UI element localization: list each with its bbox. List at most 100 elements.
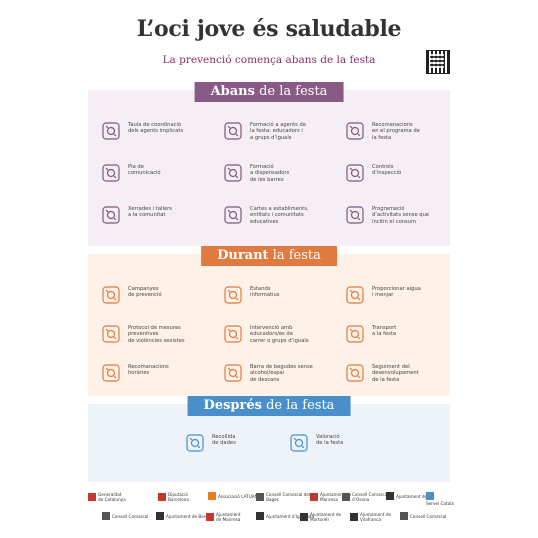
logo-mark-icon	[88, 493, 96, 501]
item-durant: Intervenció amb educadors/es de carrer o…	[222, 323, 340, 353]
info-stand-icon	[222, 284, 244, 306]
logo-mark-icon	[310, 493, 318, 501]
partner-logo: Ajuntament de Martorell	[300, 512, 360, 522]
item-label: Proporcionar aigua i menjar	[372, 286, 421, 299]
item-label: Taula de coordinació dels agents implica…	[128, 122, 184, 135]
logo-mark-icon	[386, 492, 394, 500]
clock-icon	[100, 362, 122, 384]
bus-icon	[344, 323, 366, 345]
item-durant: Recomanacions horàries	[100, 362, 218, 392]
page-subtitle: La prevenció comença abans de la festa	[162, 54, 376, 66]
logo-text: Consell Comarcal	[410, 513, 447, 519]
logo-mark-icon	[350, 513, 358, 521]
logo-mark-icon	[256, 512, 264, 520]
logo-text: Consell Comarcal del Bages	[266, 492, 311, 502]
item-label: Protocol de mesures preventives de violè…	[128, 325, 185, 344]
item-abans: Recomanacions en el programa de la festa	[344, 120, 462, 150]
hand-stop-icon	[100, 323, 122, 345]
item-despres: Valoració de la festa	[288, 432, 406, 462]
logo-text: Generalitat de Catalunya	[98, 492, 126, 502]
chat-bubbles-icon	[288, 432, 310, 454]
megaphone-icon	[100, 284, 122, 306]
logo-mark-icon	[156, 512, 164, 520]
network-icon	[100, 204, 122, 226]
item-label: Valoració de la festa	[316, 434, 344, 447]
logo-mark-icon	[256, 493, 264, 501]
item-label: Recomanacions horàries	[128, 364, 169, 377]
item-label: Recollida de dades	[212, 434, 236, 447]
item-label: Formació a dispensadors de les barres	[250, 164, 290, 183]
envelope-icon	[222, 204, 244, 226]
logos-footer: Generalitat de Catalunya Diputació Barcel…	[80, 488, 458, 530]
binoculars-icon	[344, 362, 366, 384]
item-label: Recomanacions en el programa de la festa	[372, 122, 420, 141]
item-abans: Pla de comunicació	[100, 162, 218, 192]
partner-logo: Consell Comarcal	[102, 512, 148, 520]
clipboard-check-icon	[184, 432, 206, 454]
item-abans: Cartes a establiments, entitats i comuni…	[222, 204, 340, 234]
logo-mark-icon	[208, 492, 216, 500]
item-durant: Seguiment del desenvolupament de la fest…	[344, 362, 462, 392]
item-durant: Barra de begudes sense alcohol/espai de …	[222, 362, 340, 392]
partner-logo: Ajuntament de Vilafranca	[350, 512, 410, 522]
program-icon	[344, 204, 366, 226]
item-label: Barra de begudes sense alcohol/espai de …	[250, 364, 313, 383]
partner-logo: Diputació Barcelona	[158, 492, 189, 502]
section-durant-banner: Durant la festa	[201, 246, 337, 266]
item-label: Programació d’activitats sense que incit…	[372, 206, 430, 225]
section-durant: Durant la festa Campanyes de prevenció E…	[88, 246, 450, 396]
item-label: Seguiment del desenvolupament de la fest…	[372, 364, 419, 383]
item-abans: Controls d’inspecció	[344, 162, 462, 192]
item-abans: Xerrades i tallers a la comunitat	[100, 204, 218, 234]
item-abans: Programació d’activitats sense que incit…	[344, 204, 462, 234]
qr-code[interactable]	[426, 50, 450, 74]
item-label: Transport a la festa	[372, 325, 397, 338]
bar-staff-icon	[222, 162, 244, 184]
logo-mark-icon	[400, 512, 408, 520]
section-abans-banner: Abans de la festa	[194, 82, 344, 102]
logo-mark-icon	[342, 493, 350, 501]
item-label: Pla de comunicació	[128, 164, 161, 177]
poster: L’oci jove és saludable La prevenció com…	[80, 10, 458, 530]
logo-mark-icon	[206, 513, 214, 521]
document-list-icon	[344, 120, 366, 142]
logo-mark-icon	[158, 493, 166, 501]
partner-logo: Associació LATUAN	[208, 492, 258, 500]
logo-text: Diputació Barcelona	[168, 492, 189, 502]
sofa-icon	[222, 362, 244, 384]
item-abans: Formació a dispensadors de les barres	[222, 162, 340, 192]
item-label: Formació a agents de la festa: educadors…	[250, 122, 307, 141]
logo-mark-icon	[426, 492, 434, 500]
clipboard-icon	[100, 162, 122, 184]
food-water-icon	[344, 284, 366, 306]
item-durant: Campanyes de prevenció	[100, 284, 218, 314]
partner-logo: Servei Català	[426, 492, 458, 506]
item-label: Xerrades i tallers a la comunitat	[128, 206, 172, 219]
logo-text: Ajuntament de Berga	[166, 513, 211, 519]
logo-text: Associació LATUAN	[218, 493, 258, 499]
logo-mark-icon	[300, 513, 308, 521]
item-abans: Taula de coordinació dels agents implica…	[100, 120, 218, 150]
arrows-converge-icon	[100, 120, 122, 142]
item-abans: Formació a agents de la festa: educadors…	[222, 120, 340, 150]
item-durant: Transport a la festa	[344, 323, 462, 353]
logo-text: Ajuntament de Manresa	[216, 512, 241, 522]
logo-text: Consell Comarcal d’Osona	[352, 492, 389, 502]
partner-logo: Generalitat de Catalunya	[88, 492, 126, 502]
item-despres: Recollida de dades	[184, 432, 302, 462]
people-circle-icon	[222, 120, 244, 142]
item-durant: Estands informatius	[222, 284, 340, 314]
item-label: Controls d’inspecció	[372, 164, 402, 177]
logo-text: Ajuntament de Martorell	[310, 512, 342, 522]
partner-logo: Ajuntament de Manresa	[206, 512, 241, 522]
item-label: Estands informatius	[250, 286, 280, 299]
item-label: Intervenció amb educadors/es de carrer o…	[250, 325, 309, 344]
checklist-icon	[344, 162, 366, 184]
logo-text: Consell Comarcal	[112, 513, 149, 519]
partner-logo: Consell Comarcal del Bages	[256, 492, 316, 502]
logo-mark-icon	[102, 512, 110, 520]
partner-logo: Ajuntament de Berga	[156, 512, 211, 520]
partner-logo: Consell Comarcal d’Osona	[342, 492, 402, 502]
item-durant: Protocol de mesures preventives de violè…	[100, 323, 218, 353]
partner-logo: Consell Comarcal	[400, 512, 446, 520]
